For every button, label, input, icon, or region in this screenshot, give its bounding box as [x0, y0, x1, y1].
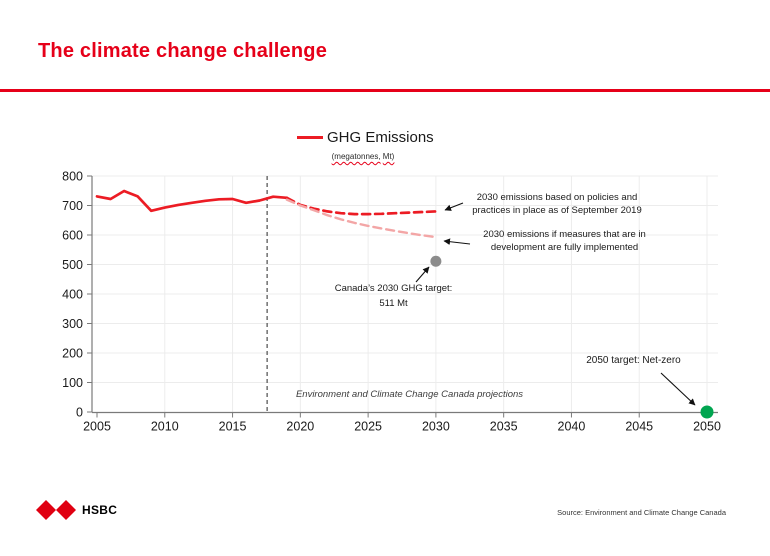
y-tick-label: 100: [62, 376, 83, 390]
target-markers: [430, 255, 714, 419]
annotation-measures-line1: 2030 emissions if measures that are in: [483, 229, 646, 240]
y-tick-label: 0: [76, 406, 83, 420]
gridlines: [92, 175, 718, 413]
annotation-arrow: [443, 238, 471, 245]
annotation-policies-projection: 2030 emissions based on policies and pra…: [447, 191, 667, 217]
hsbc-logo: HSBC: [36, 500, 117, 520]
x-tick-label: 2015: [219, 420, 247, 434]
y-tick-label: 700: [62, 199, 83, 213]
y-tick-label: 200: [62, 347, 83, 361]
x-tick-label: 2005: [83, 420, 111, 434]
x-tick-label: 2045: [625, 420, 653, 434]
x-tick-label: 2040: [558, 420, 586, 434]
x-tick-label: 2025: [354, 420, 382, 434]
y-tick-label: 500: [62, 258, 83, 272]
hsbc-hexagon-icon: [36, 500, 76, 520]
annotation-measures-projection: 2030 emissions if measures that are in d…: [452, 228, 677, 254]
x-tick-label: 2010: [151, 420, 179, 434]
hsbc-logo-text: HSBC: [82, 503, 118, 517]
series-policies-projection: [285, 196, 438, 216]
series-historical: [95, 189, 289, 213]
title-divider-rule: [0, 89, 770, 92]
annotation-arrows: [415, 202, 696, 406]
data-series: [95, 189, 438, 239]
y-tick-label: 800: [62, 170, 83, 184]
annotation-arrow: [660, 372, 696, 406]
x-tick-label: 2035: [490, 420, 518, 434]
legend-label: GHG Emissions: [327, 129, 434, 146]
annotation-arrow: [415, 266, 430, 283]
annotation-policies-line2: practices in place as of September 2019: [472, 205, 642, 216]
marker-2050-net-zero-target: [700, 405, 714, 419]
x-tick-label: 2050: [693, 420, 721, 434]
annotation-measures-line2: development are fully implemented: [490, 242, 639, 253]
chart-legend: GHG Emissions: [297, 129, 434, 146]
axes: 0 100 200 300 400 500 600 700 800 2005 2010 2015 202…: [62, 170, 721, 434]
source-attribution: Source: Environment and Climate Change C…: [557, 508, 726, 517]
annotation-2030-target-line1: Canada’s 2030 GHG target:: [334, 283, 453, 294]
y-tick-label: 400: [62, 288, 83, 302]
y-tick-label: 300: [62, 317, 83, 331]
annotation-2030-target: Canada’s 2030 GHG target: 511 Mt: [301, 281, 486, 311]
annotation-projections-note: Environment and Climate Change Canada pr…: [295, 389, 524, 400]
units-word-megatonnes: (megatonnes,: [331, 152, 381, 161]
annotation-2030-target-line2: 511 Mt: [379, 298, 408, 309]
annotation-2050-target: 2050 target: Net-zero: [586, 355, 681, 366]
marker-canada-2030-ghg-target: [430, 255, 442, 267]
legend-line-swatch: [297, 136, 323, 139]
annotation-policies-line1: 2030 emissions based on policies and: [476, 192, 638, 203]
annotation-arrow: [444, 202, 464, 211]
series-measures-projection: [285, 198, 438, 239]
chart-units-subtitle: (megatonnes, Mt): [295, 152, 431, 161]
x-tick-label: 2030: [422, 420, 450, 434]
page-title: The climate change challenge: [38, 40, 328, 62]
units-word-mt: Mt): [382, 152, 395, 161]
x-tick-label: 2020: [286, 420, 314, 434]
y-tick-label: 600: [62, 229, 83, 243]
